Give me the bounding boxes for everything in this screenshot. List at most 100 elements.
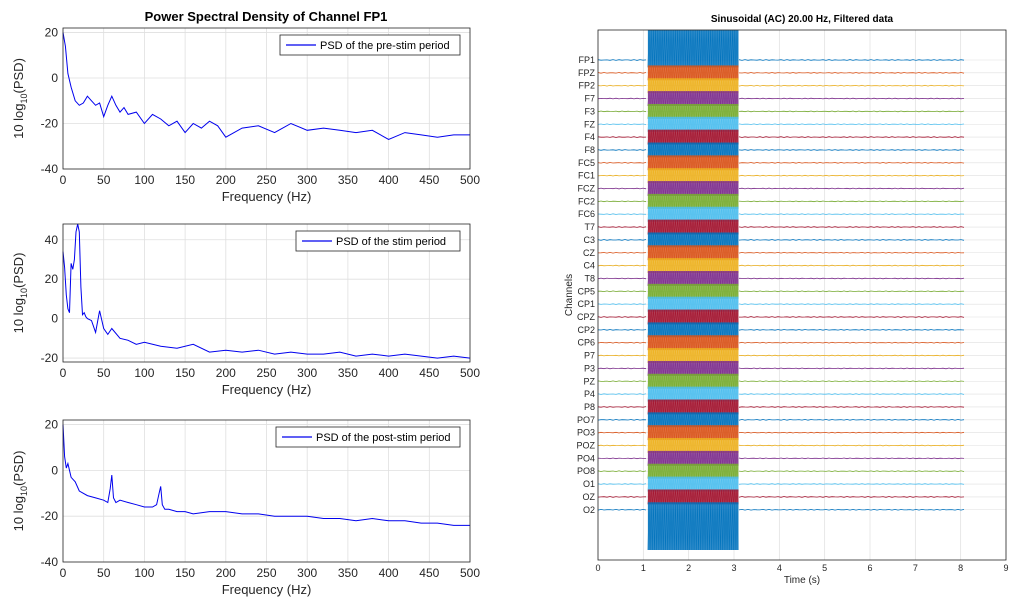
x-tick-label: 2 [686,563,691,573]
channel-label: P3 [584,363,595,373]
channel-label: FPZ [578,68,596,78]
y-tick-label: 0 [51,463,58,477]
channel-label: F3 [584,106,595,116]
channel-trace-post [738,123,965,126]
y-tick-label: -40 [41,555,59,569]
y-tick-label: 20 [45,418,59,432]
channel-trace-post [738,367,965,370]
channel-label: P4 [584,389,595,399]
stim-oscillation [647,399,739,415]
x-tick-label: 9 [1003,563,1008,573]
x-tick-label: 250 [256,566,276,580]
channel-trace-pre [597,251,647,254]
stim-oscillation [647,373,739,389]
channel-trace-pre [597,123,647,126]
stim-oscillation [647,181,739,196]
channel-trace-post [738,354,965,357]
legend-box [275,426,461,448]
channel-trace-post [738,200,965,203]
stim-oscillation [647,219,739,235]
channel-trace-post [738,84,965,87]
x-tick-label: 100 [134,173,154,187]
psd-post-stim-axes-box [62,419,471,563]
stim-oscillation [647,258,739,274]
channel-trace-pre [597,72,647,74]
channel-trace-pre [597,406,647,408]
x-axis-label: Frequency (Hz) [222,382,312,397]
x-axis-label: Time (s) [784,575,820,586]
x-tick-label: 350 [338,566,358,580]
x-tick-label: 50 [97,566,111,580]
channel-label: FC2 [578,196,595,206]
channel-label: FCZ [578,184,596,194]
channel-label: CP1 [577,299,595,309]
x-tick-label: 200 [216,566,236,580]
x-tick-label: 450 [419,366,439,380]
x-tick-label: 7 [913,563,918,573]
stim-oscillation [647,476,739,492]
x-tick-label: 250 [256,366,276,380]
legend-box [279,34,461,56]
channel-label: CP2 [577,325,595,335]
channel-label: F8 [584,145,595,155]
channel-trace-post [738,174,965,177]
stim-oscillation [647,103,739,119]
y-tick-label: -20 [41,351,59,365]
channel-label: FP2 [578,81,595,91]
channel-trace-post [738,341,965,344]
channel-trace-pre [597,187,647,190]
channel-trace-post [738,161,965,164]
x-tick-label: 0 [60,173,67,187]
y-tick-label: -40 [41,162,59,176]
channel-trace-pre [597,418,647,421]
x-tick-label: 4 [777,563,782,573]
stim-oscillation [647,206,739,222]
y-axis-label: 10 log10(PSD) [11,451,29,532]
stim-oscillation [647,270,739,286]
channel-trace-post [738,329,965,331]
channel-trace-pre [598,290,647,293]
x-tick-label: 1 [641,563,646,573]
x-tick-label: 250 [256,173,276,187]
x-tick-label: 150 [175,173,195,187]
y-axis-label: 10 log10(PSD) [11,253,29,334]
channel-trace-pre [597,213,647,216]
x-axis-label: Frequency (Hz) [222,582,312,597]
stim-oscillation [647,168,739,184]
channel-label: PO7 [577,415,595,425]
x-tick-label: 0 [60,366,67,380]
channel-label: FZ [584,119,595,129]
channel-trace-pre [597,329,647,331]
psd-stim-axes-box [62,223,471,363]
channel-trace-post [738,110,965,113]
ylabel-subscript: 10 [19,288,29,298]
stim-oscillation [647,438,739,453]
y-tick-label: 20 [45,272,59,286]
channel-label: T8 [584,273,595,283]
stim-oscillation [647,116,739,132]
channel-trace-pre [597,84,647,87]
channel-trace-pre [597,59,647,61]
psd-post-stim-chart: 0 50 100 150 200 250 300 350 400 450 500200-20-40 … [11,418,480,597]
channel-label: OZ [583,492,596,502]
channel-trace-post [738,226,965,228]
channel-label: FP1 [578,55,595,65]
channel-trace-pre [597,277,647,280]
channel-trace-post [738,431,965,434]
channel-trace-post [738,187,965,190]
stim-oscillation [647,142,739,158]
channel-label: FC1 [578,171,595,181]
stim-oscillation [647,450,739,466]
psd-main-title: Power Spectral Density of Channel FP1 [145,9,388,24]
ylabel-subscript: 10 [19,486,29,496]
x-tick-label: 100 [134,366,154,380]
x-tick-label: 5 [822,563,827,573]
channel-trace-post [738,406,965,408]
channel-trace-pre [597,97,647,100]
channel-trace-pre [597,174,646,177]
channel-trace-pre [597,239,647,241]
legend-entry: PSD of the post-stim period [316,432,451,444]
channel-trace-pre [597,457,646,460]
eeg-axes-box [597,29,1007,561]
x-tick-label: 50 [97,173,111,187]
